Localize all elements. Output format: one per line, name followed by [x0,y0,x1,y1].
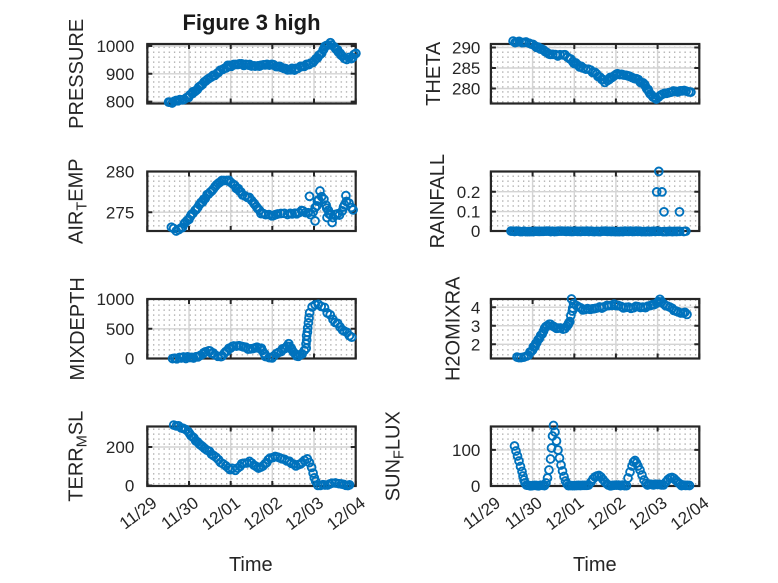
svg-text:3: 3 [471,317,480,336]
svg-text:4: 4 [471,298,480,317]
svg-text:100: 100 [452,441,480,460]
svg-text:280: 280 [452,80,480,99]
svg-text:TERRMSL: TERRMSL [65,411,90,502]
svg-text:0: 0 [471,222,480,241]
svg-text:SUNFLUX: SUNFLUX [383,411,408,501]
svg-text:0.1: 0.1 [457,203,481,222]
svg-text:285: 285 [452,59,480,78]
svg-text:1000: 1000 [96,290,134,309]
svg-text:Time: Time [573,554,617,576]
svg-text:290: 290 [452,39,480,58]
svg-text:PRESSURE: PRESSURE [66,19,88,129]
svg-text:500: 500 [106,320,134,339]
svg-text:0: 0 [125,477,134,496]
svg-text:MIXDEPTH: MIXDEPTH [67,277,89,380]
svg-text:1000: 1000 [96,37,134,56]
svg-text:2: 2 [471,335,480,354]
svg-text:0: 0 [125,350,134,369]
svg-text:Time: Time [229,554,273,576]
svg-text:AIRTEMP: AIRTEMP [66,158,91,244]
svg-text:THETA: THETA [423,41,445,106]
svg-text:0.2: 0.2 [457,183,481,202]
svg-text:275: 275 [106,203,134,222]
svg-text:900: 900 [106,65,134,84]
svg-text:H2OMIXRA: H2OMIXRA [443,276,465,381]
svg-text:280: 280 [106,163,134,182]
svg-text:Figure 3 high: Figure 3 high [182,10,320,35]
svg-text:800: 800 [106,93,134,112]
svg-text:RAINFALL: RAINFALL [427,154,449,248]
svg-text:0: 0 [471,477,480,496]
svg-text:200: 200 [106,438,134,457]
